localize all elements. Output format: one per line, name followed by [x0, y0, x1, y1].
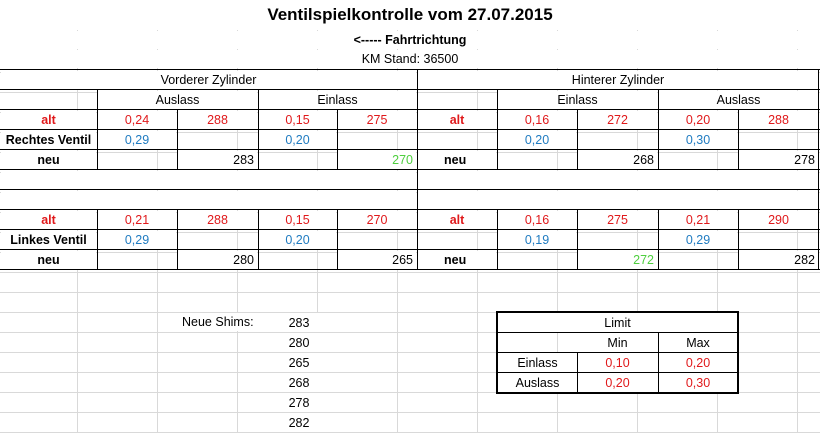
- cell: 0,15: [259, 211, 336, 229]
- cell: 0,30: [659, 131, 737, 149]
- limit-row-label: Einlass: [498, 353, 577, 372]
- cell: 280: [178, 251, 257, 269]
- new-shims-label: Neue Shims:: [178, 313, 262, 331]
- cell: 0,16: [498, 111, 576, 129]
- cell: 0,29: [659, 231, 737, 249]
- limit-max-value: 0,20: [659, 353, 737, 372]
- left-neu-label-rear: neu: [418, 251, 496, 269]
- cell: 0,15: [259, 111, 336, 129]
- shim-value: 283: [262, 313, 336, 332]
- cell: 0,20: [659, 111, 737, 129]
- cell: 272: [578, 251, 657, 269]
- spacer-row: [418, 191, 818, 209]
- left-alt-label-rear: alt: [418, 211, 496, 229]
- right-neu-label-rear: neu: [418, 151, 496, 169]
- shim-value: 278: [262, 393, 336, 412]
- cell: 278: [739, 151, 818, 169]
- cell: 288: [739, 111, 818, 129]
- rear-cylinder-header: Hinterer Zylinder: [418, 71, 818, 89]
- cell: 0,19: [498, 231, 576, 249]
- cell: 0,16: [498, 211, 576, 229]
- limit-min-value: 0,10: [578, 353, 657, 372]
- cell: 272: [578, 111, 657, 129]
- direction-label: <----- Fahrtrichtung: [0, 31, 820, 49]
- cell: 282: [739, 251, 818, 269]
- front-inlet-header: Einlass: [259, 91, 416, 109]
- limit-max-value: 0,30: [659, 373, 737, 392]
- cell: 283: [178, 151, 257, 169]
- cell: 288: [178, 111, 257, 129]
- limit-min-header: Min: [578, 333, 657, 352]
- spacer-row: [418, 171, 818, 189]
- shim-value: 265: [262, 353, 336, 372]
- limit-row-label: Auslass: [498, 373, 577, 392]
- shim-value: 282: [262, 413, 336, 432]
- cell: 0,20: [498, 131, 576, 149]
- km-stand-label: KM Stand: 36500: [0, 50, 820, 68]
- page-title: Ventilspielkontrolle vom 27.07.2015: [0, 0, 820, 30]
- limit-title: Limit: [498, 313, 737, 332]
- spacer-row: [1, 191, 416, 209]
- cell: 0,29: [98, 131, 176, 149]
- cell: 265: [338, 251, 416, 269]
- left-alt-label: alt: [1, 211, 96, 229]
- left-valve-label: Linkes Ventil: [1, 231, 96, 249]
- spacer-row: [1, 171, 416, 189]
- cell: 0,20: [259, 131, 336, 149]
- rear-inlet-header: Einlass: [498, 91, 657, 109]
- cell: 270: [338, 151, 416, 169]
- front-outlet-header: Auslass: [98, 91, 257, 109]
- right-neu-label: neu: [1, 151, 96, 169]
- cell: 275: [338, 111, 416, 129]
- cell: 0,29: [98, 231, 176, 249]
- cell: 0,20: [259, 231, 336, 249]
- shim-value: 268: [262, 373, 336, 392]
- cell: 275: [578, 211, 657, 229]
- shim-value: 280: [262, 333, 336, 352]
- right-alt-label-rear: alt: [418, 111, 496, 129]
- rear-outlet-header: Auslass: [659, 91, 818, 109]
- cell: 290: [739, 211, 818, 229]
- cell: 268: [578, 151, 657, 169]
- cell: 270: [338, 211, 416, 229]
- left-neu-label: neu: [1, 251, 96, 269]
- cell: 288: [178, 211, 257, 229]
- front-cylinder-header: Vorderer Zylinder: [1, 71, 416, 89]
- cell: 0,21: [98, 211, 176, 229]
- limit-max-header: Max: [659, 333, 737, 352]
- cell: 0,21: [659, 211, 737, 229]
- right-alt-label: alt: [1, 111, 96, 129]
- limit-min-value: 0,20: [578, 373, 657, 392]
- cell: 0,24: [98, 111, 176, 129]
- right-valve-label: Rechtes Ventil: [1, 131, 96, 149]
